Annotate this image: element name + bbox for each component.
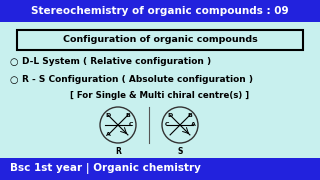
Text: Stereochemistry of organic compounds : 09: Stereochemistry of organic compounds : 0… — [31, 6, 289, 16]
Bar — [0, 0, 320, 22]
Circle shape — [162, 107, 198, 143]
Text: D: D — [106, 113, 111, 118]
Text: A: A — [106, 132, 110, 137]
Text: Bsc 1st year | Organic chemistry: Bsc 1st year | Organic chemistry — [10, 163, 201, 174]
Text: ○: ○ — [10, 75, 18, 85]
Text: D: D — [167, 113, 173, 118]
Text: R - S Configuration ( Absolute configuration ): R - S Configuration ( Absolute configura… — [22, 75, 253, 84]
Text: ○: ○ — [10, 57, 18, 67]
Text: B: B — [188, 113, 192, 118]
Circle shape — [100, 107, 136, 143]
FancyBboxPatch shape — [17, 30, 303, 50]
Bar — [0, 158, 320, 180]
Text: Configuration of organic compounds: Configuration of organic compounds — [63, 35, 257, 44]
Text: A: A — [190, 123, 196, 127]
Text: C: C — [129, 123, 133, 127]
Text: C: C — [165, 123, 169, 127]
Text: D-L System ( Relative configuration ): D-L System ( Relative configuration ) — [22, 57, 211, 66]
Text: [ For Single & Multi chiral centre(s) ]: [ For Single & Multi chiral centre(s) ] — [70, 91, 250, 100]
Text: R: R — [115, 147, 121, 156]
Text: B: B — [125, 113, 130, 118]
Text: S: S — [177, 147, 183, 156]
